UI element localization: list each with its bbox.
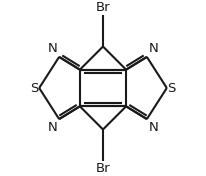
Text: N: N — [48, 121, 57, 134]
Text: S: S — [168, 81, 176, 95]
Text: N: N — [149, 121, 158, 134]
Text: Br: Br — [96, 1, 110, 14]
Text: N: N — [48, 42, 57, 55]
Text: N: N — [149, 42, 158, 55]
Text: S: S — [30, 81, 38, 95]
Text: Br: Br — [96, 162, 110, 175]
